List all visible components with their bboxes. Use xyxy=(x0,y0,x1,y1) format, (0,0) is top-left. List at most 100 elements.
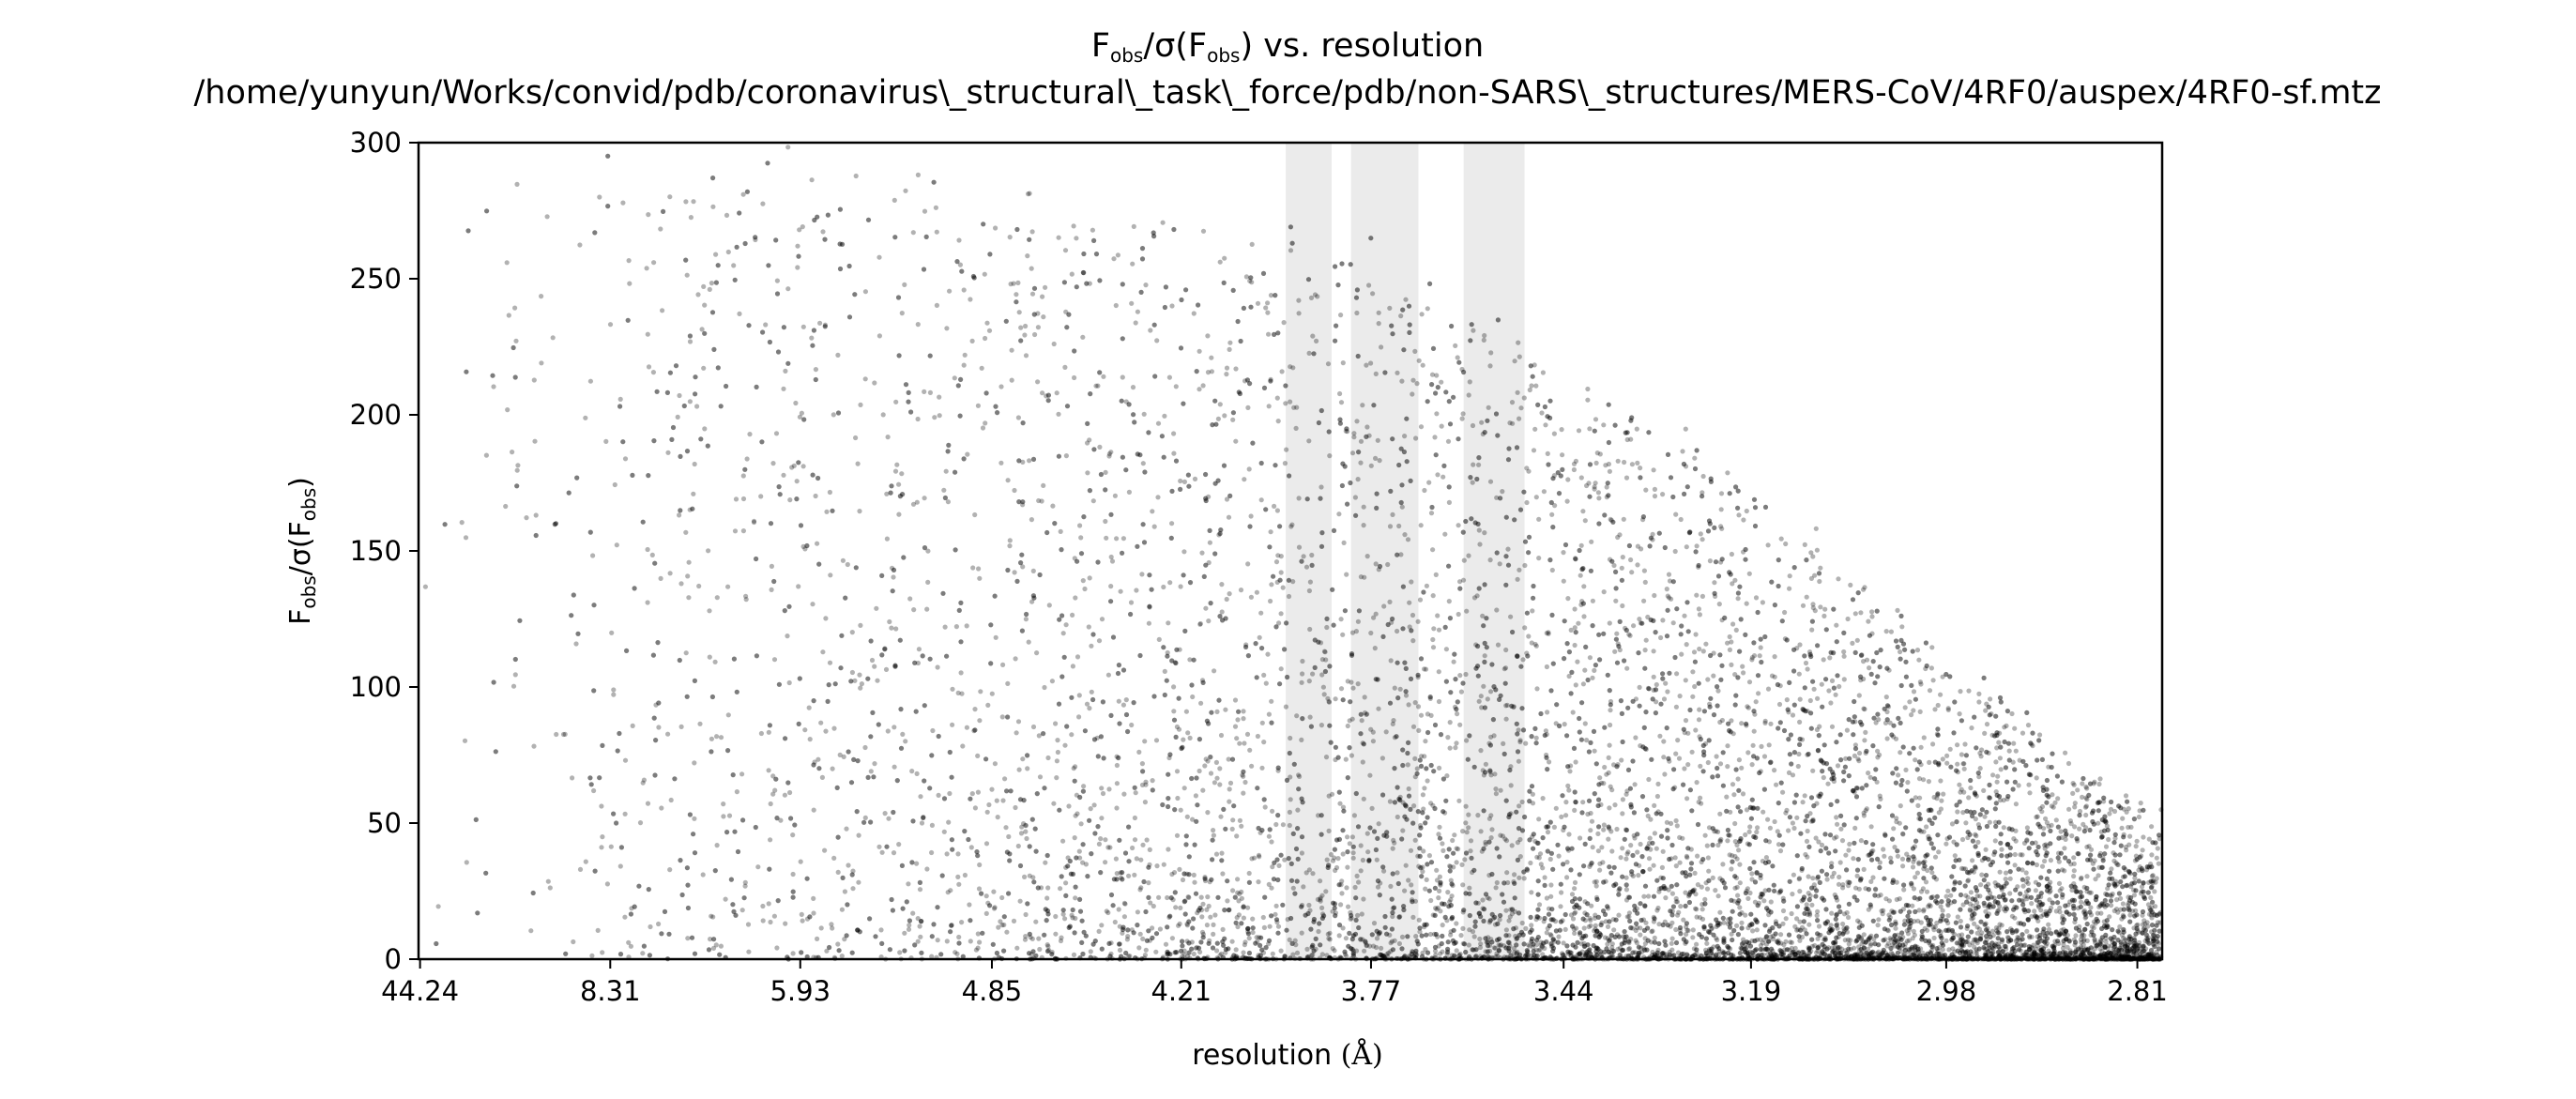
data-point xyxy=(1296,298,1302,303)
data-point xyxy=(1219,850,1225,856)
data-point xyxy=(1787,573,1792,579)
data-point xyxy=(1460,925,1466,932)
data-point xyxy=(1533,643,1539,649)
data-point xyxy=(2125,952,2130,957)
data-point xyxy=(1096,638,1103,644)
data-point xyxy=(1066,803,1072,809)
data-point xyxy=(831,855,837,862)
data-point xyxy=(773,431,780,436)
data-point xyxy=(1729,551,1734,557)
data-point xyxy=(1039,498,1044,504)
data-point xyxy=(1433,952,1439,958)
data-point xyxy=(760,903,766,909)
data-point xyxy=(1968,890,1974,895)
data-point xyxy=(945,499,952,505)
data-point xyxy=(1147,847,1152,853)
data-point xyxy=(1184,814,1190,819)
data-point xyxy=(1571,926,1577,932)
data-point xyxy=(1835,925,1840,931)
data-point xyxy=(1821,774,1826,781)
data-point xyxy=(1532,838,1538,844)
data-point xyxy=(1606,836,1611,842)
data-point xyxy=(1731,792,1737,798)
data-point xyxy=(1015,843,1021,849)
data-point xyxy=(1197,621,1203,627)
data-point xyxy=(1789,910,1794,917)
data-point xyxy=(1958,943,1963,950)
data-point xyxy=(1011,281,1016,286)
data-point xyxy=(2027,790,2033,796)
data-point xyxy=(2068,821,2074,827)
data-point xyxy=(1819,842,1825,848)
data-point xyxy=(1810,876,1816,881)
data-point xyxy=(1338,882,1344,888)
data-point xyxy=(1673,751,1679,756)
data-point xyxy=(1062,364,1068,370)
data-point xyxy=(1466,553,1471,558)
data-point xyxy=(1782,609,1788,616)
data-point xyxy=(1843,852,1849,858)
data-point xyxy=(1594,450,1600,456)
data-point xyxy=(1503,908,1509,913)
data-point xyxy=(1754,927,1760,933)
data-point xyxy=(1120,702,1126,708)
data-point xyxy=(1410,949,1416,954)
data-point xyxy=(929,849,935,856)
data-point xyxy=(872,761,877,767)
data-point xyxy=(1956,933,1962,939)
data-point xyxy=(1938,692,1943,697)
data-point xyxy=(617,863,623,869)
data-point xyxy=(1620,555,1625,560)
data-point xyxy=(2127,947,2133,953)
data-point xyxy=(650,370,657,375)
data-point xyxy=(1132,815,1137,821)
data-point xyxy=(1463,820,1469,826)
data-point xyxy=(694,404,700,409)
data-point xyxy=(1270,951,1275,956)
data-point xyxy=(1259,765,1265,771)
chart-title-line1: Fobs/σ(Fobs) vs. resolution xyxy=(1091,27,1484,67)
data-point xyxy=(1668,820,1674,827)
data-point xyxy=(1916,908,1922,913)
data-point xyxy=(591,787,597,794)
ice-ring-band-2 xyxy=(1350,143,1419,959)
data-point xyxy=(1962,954,1968,959)
data-point xyxy=(1456,611,1461,618)
data-point xyxy=(755,864,761,870)
data-point xyxy=(1319,905,1325,911)
data-point xyxy=(858,685,863,691)
data-point xyxy=(922,389,927,394)
data-point xyxy=(1376,931,1381,937)
data-point xyxy=(1897,820,1902,826)
data-point xyxy=(1741,670,1746,676)
data-point xyxy=(1987,819,1992,825)
data-point xyxy=(1710,875,1715,881)
data-point xyxy=(1306,588,1312,594)
data-point xyxy=(1940,947,1945,953)
data-point xyxy=(1310,871,1316,877)
data-point xyxy=(1207,540,1212,545)
data-point xyxy=(1030,724,1037,730)
data-point xyxy=(1062,248,1069,253)
data-point xyxy=(1454,948,1459,954)
data-point xyxy=(1716,602,1722,607)
data-point xyxy=(1498,832,1503,838)
data-point xyxy=(2091,919,2096,924)
data-point xyxy=(1561,940,1566,946)
data-point xyxy=(1705,677,1711,682)
data-point xyxy=(1352,495,1358,500)
data-point xyxy=(512,305,518,311)
data-point xyxy=(1819,951,1824,956)
data-point xyxy=(1669,908,1675,914)
data-point xyxy=(2050,792,2055,798)
data-point xyxy=(823,728,829,734)
data-point xyxy=(915,660,922,666)
data-point xyxy=(1940,908,1945,913)
data-point xyxy=(1424,583,1429,588)
data-point xyxy=(2111,850,2116,856)
data-point xyxy=(2119,825,2125,831)
data-point xyxy=(1318,895,1323,901)
data-point xyxy=(1797,919,1803,924)
data-point xyxy=(1130,845,1136,851)
data-point xyxy=(820,649,826,655)
